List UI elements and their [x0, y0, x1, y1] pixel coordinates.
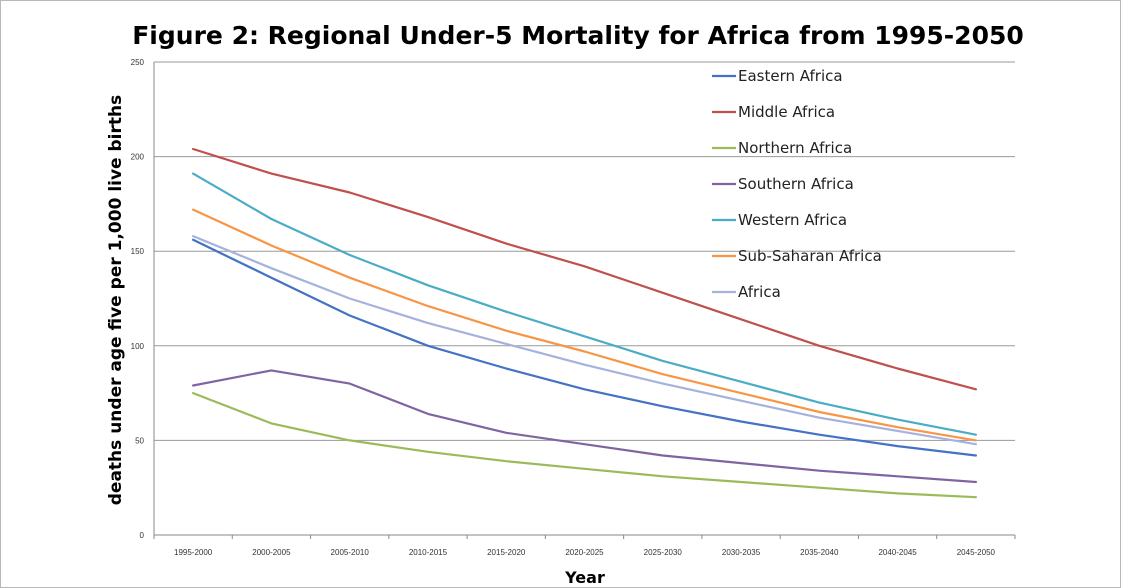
legend-label: Eastern Africa: [738, 67, 843, 85]
y-tick-label: 250: [131, 58, 145, 67]
y-axis-label: deaths under age five per 1,000 live bir…: [106, 95, 126, 505]
axis-layer: 0 50 100 150 200 250 1995-2000 2000-2005 2005-20…: [131, 58, 1016, 557]
y-tick-label: 50: [135, 436, 144, 445]
y-tick-label: 150: [131, 247, 145, 256]
legend-item: Southern Africa: [712, 175, 854, 193]
legend-item: Africa: [712, 283, 781, 301]
legend-label: Northern Africa: [738, 139, 852, 157]
x-tick-label: 2010-2015: [409, 548, 448, 557]
series-line-western-africa: [192, 172, 978, 436]
legend-item: Sub-Saharan Africa: [712, 247, 882, 265]
series-line-middle-africa: [192, 147, 978, 391]
legend-item: Western Africa: [712, 211, 847, 229]
x-tick-label: 2040-2045: [878, 548, 917, 557]
y-tick-label: 200: [131, 153, 145, 162]
legend-item: Northern Africa: [712, 139, 852, 157]
series-line-eastern-africa: [192, 238, 978, 457]
legend-label: Southern Africa: [738, 175, 854, 193]
x-tick-label: 2000-2005: [252, 548, 291, 557]
chart-title: Figure 2: Regional Under-5 Mortality for…: [132, 21, 1024, 50]
series-line-northern-africa: [192, 392, 978, 499]
series-layer: [192, 147, 978, 499]
x-tick-label: 2035-2040: [800, 548, 839, 557]
legend-label: Africa: [738, 283, 781, 301]
x-tick-label: 2015-2020: [487, 548, 526, 557]
series-line-southern-africa: [192, 369, 978, 484]
legend-item: Middle Africa: [712, 103, 835, 121]
legend-label: Sub-Saharan Africa: [738, 247, 882, 265]
x-tick-label: 2025-2030: [644, 548, 683, 557]
x-axis-label: Year: [564, 568, 605, 587]
x-tick-label: 2045-2050: [957, 548, 996, 557]
x-tick-label: 2030-2035: [722, 548, 761, 557]
y-tick-label: 100: [131, 342, 145, 351]
x-tick-label: 2020-2025: [565, 548, 604, 557]
series-line-africa: [192, 235, 978, 446]
legend-item: Eastern Africa: [712, 67, 843, 85]
x-tick-label: 2005-2010: [331, 548, 370, 557]
series-line-sub-saharan-africa: [192, 208, 978, 442]
grid-layer: [154, 61, 1015, 441]
legend-label: Middle Africa: [738, 103, 835, 121]
y-tick-label: 0: [140, 531, 145, 540]
legend: Eastern Africa Middle Africa Northern Afri…: [712, 67, 882, 301]
legend-label: Western Africa: [738, 211, 847, 229]
x-tick-label: 1995-2000: [174, 548, 213, 557]
